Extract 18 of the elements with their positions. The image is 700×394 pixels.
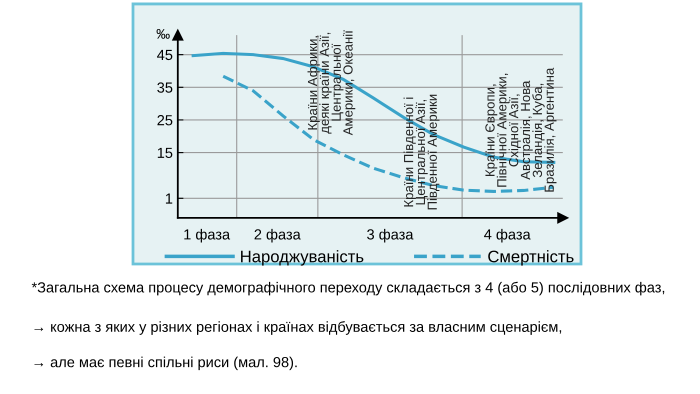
- text: → кожна з яких у різних регіонах і країнах відбувається за власним сценарієм,: [34, 321, 562, 335]
- y-tick-label: 45: [157, 50, 172, 60]
- y-tick-label: 15: [158, 148, 172, 158]
- text: 2 фаза: [254, 228, 301, 242]
- y-axis-title: ‰: [156, 29, 170, 39]
- legend-label: Народжуваність: [241, 250, 364, 266]
- annotation: Країни Африки, деякі країни Азії, Центральної Америки, Океанії: [307, 30, 356, 136]
- text: 3 фаза: [367, 228, 414, 242]
- text: 4 фаза: [484, 228, 531, 242]
- y-tick-label: 35: [157, 82, 172, 93]
- annotation: Країни Південної і Центральної Азії, Південної Америки: [404, 94, 440, 210]
- y-tick-label: 25: [157, 115, 172, 126]
- y-tick-label: 1: [166, 194, 172, 204]
- legend-label: Смертність: [488, 250, 574, 266]
- text: *Загальна схема процесу демографічного переходу складається з 4 (або 5) послідовних фаз,: [32, 282, 664, 296]
- annotation: Країни Європи, Північної Америки, Східної Азії, Австралія, Нова Зеландія, Куба, Бразилія, Аргентина: [485, 68, 556, 192]
- text: → але має певні спільні риси (мал. 98).: [34, 356, 297, 370]
- text: 1 фаза: [184, 228, 230, 242]
